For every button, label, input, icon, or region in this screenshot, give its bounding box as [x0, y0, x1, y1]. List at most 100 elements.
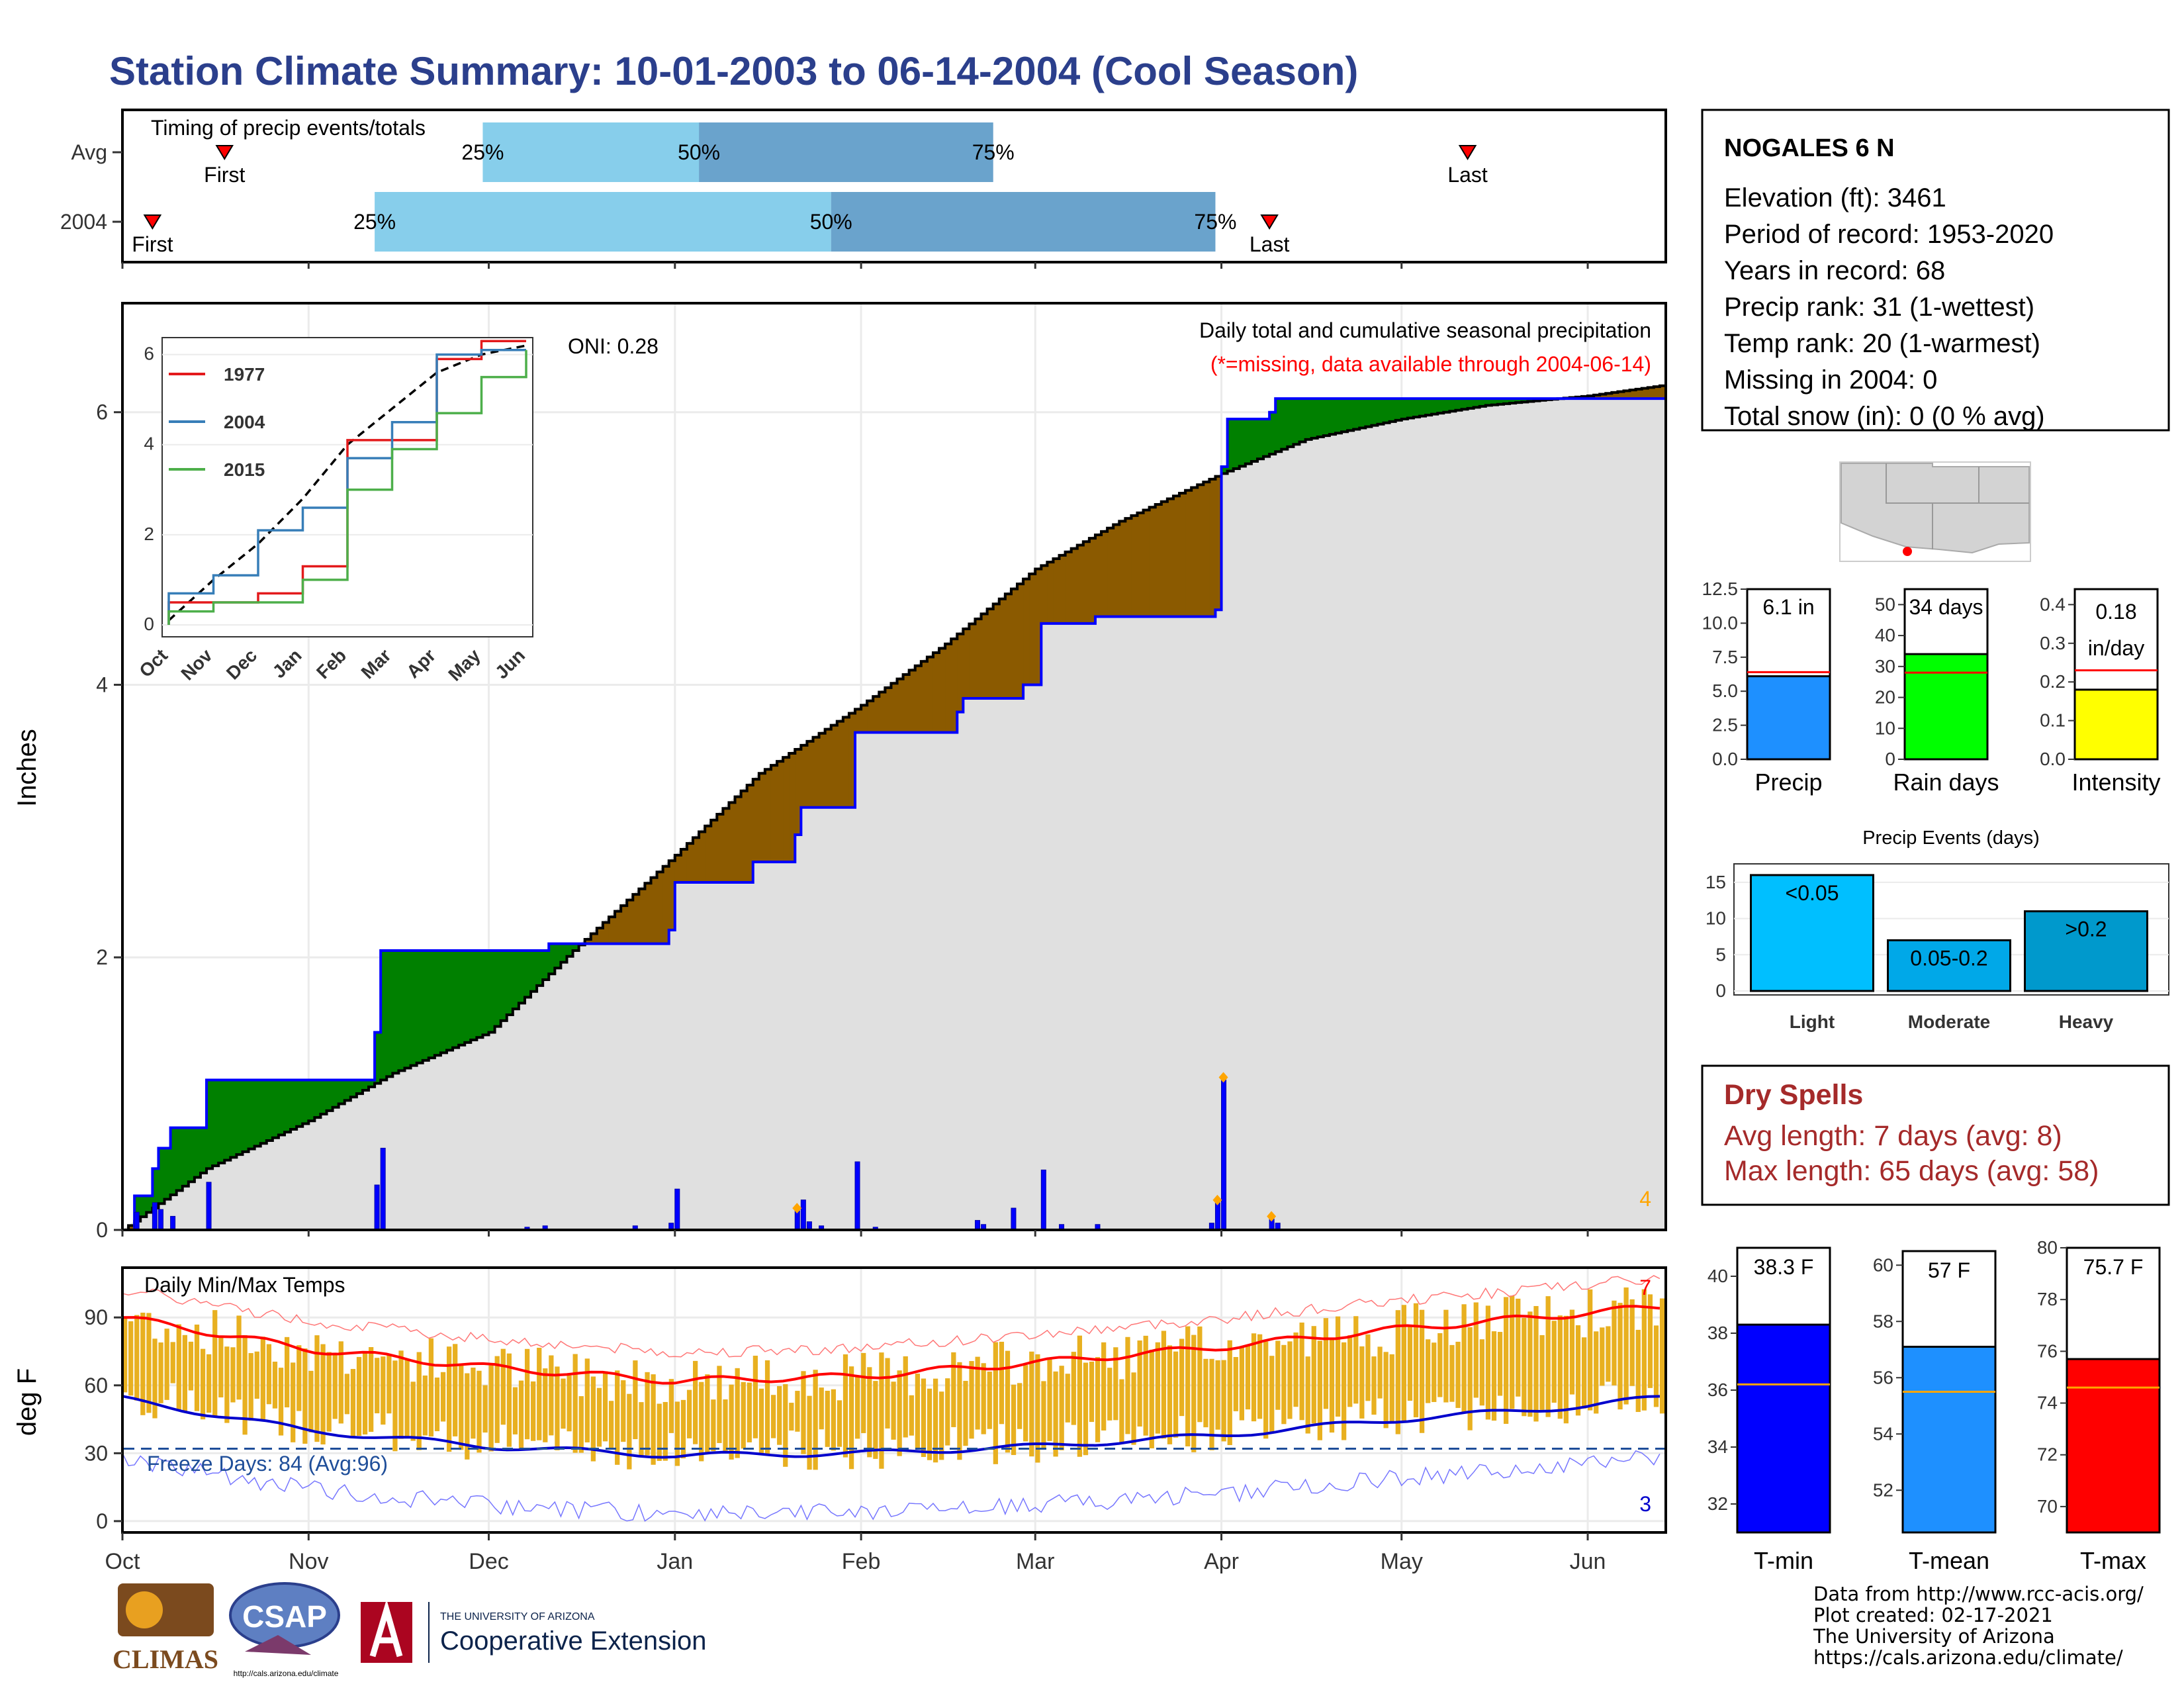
temp-y-tick-label: 0: [96, 1509, 108, 1533]
daily-temp-bar: [1041, 1381, 1046, 1450]
daily-temp-bar: [296, 1345, 302, 1411]
map-state-borders: [1886, 463, 2029, 549]
daily-temp-bar: [639, 1402, 644, 1458]
temp-bar-tick-label: 34: [1707, 1436, 1728, 1457]
temp-y-tick-label: 60: [84, 1374, 108, 1397]
above-average-fill: [1443, 399, 1450, 412]
below-average-fill: [705, 825, 711, 882]
below-average-fill: [602, 922, 610, 944]
daily-temp-bar: [404, 1358, 410, 1438]
above-average-fill: [134, 1196, 141, 1221]
below-average-fill: [813, 737, 820, 808]
events-bar: [1887, 939, 2011, 992]
timing-bar-50-75: [831, 192, 1216, 252]
temp-bar-value: [1736, 1323, 1831, 1534]
above-average-fill: [1516, 399, 1522, 403]
oni-text: ONI: 0.28: [568, 334, 659, 358]
daily-temp-bar: [651, 1374, 656, 1465]
temp-y-label: deg F: [13, 1368, 42, 1436]
daily-temp-bar: [1209, 1358, 1214, 1450]
above-average-fill: [404, 950, 412, 1068]
below-average-fill: [1023, 579, 1030, 685]
below-average-fill: [945, 643, 952, 733]
above-average-fill: [369, 1080, 375, 1087]
below-average-fill: [1047, 562, 1054, 624]
temp-panel-title: Daily Min/Max Temps: [144, 1273, 345, 1297]
below-average-fill: [657, 872, 664, 944]
precip-events-title: Precip Events (days): [1862, 827, 2040, 849]
daily-temp-bar: [1011, 1384, 1017, 1456]
daily-temp-bar: [1569, 1309, 1575, 1395]
daily-temp-bar: [543, 1368, 548, 1442]
above-average-fill: [482, 950, 490, 1035]
above-average-fill: [1455, 399, 1463, 410]
above-average-fill: [326, 1080, 334, 1111]
daily-temp-bar: [1173, 1351, 1179, 1438]
events-category: Moderate: [1908, 1011, 1990, 1032]
month-label: Nov: [289, 1549, 328, 1574]
above-average-fill: [1527, 399, 1534, 402]
daily-temp-bar: [236, 1315, 242, 1400]
daily-temp-bar: [764, 1360, 770, 1454]
daily-temp-bar: [1497, 1332, 1503, 1396]
below-average-fill: [957, 633, 964, 712]
mini-bar-tick-label: 12.5: [1702, 579, 1739, 599]
daily-temp-bar: [1281, 1344, 1287, 1425]
above-average-fill: [1437, 399, 1444, 414]
above-average-fill: [164, 1148, 171, 1199]
daily-temp-bar: [590, 1376, 596, 1462]
daily-temp-bar: [1563, 1315, 1569, 1424]
above-average-fill: [567, 943, 574, 957]
timing-first-label: First: [132, 232, 173, 256]
below-average-fill: [981, 614, 988, 699]
below-average-fill: [842, 717, 850, 808]
daily-temp-bar: [1653, 1325, 1659, 1407]
daily-temp-bar: [921, 1378, 927, 1457]
daily-temp-bar: [1504, 1297, 1509, 1424]
daily-temp-bar: [1113, 1347, 1118, 1421]
above-average-fill: [1293, 399, 1300, 445]
temp-panel: 0 30 60 90 Daily Min/Max Temps Freeze Days:…: [13, 1266, 1667, 1534]
above-average-fill: [1401, 399, 1408, 419]
below-average-fill: [680, 849, 688, 882]
daily-temp-bar: [819, 1387, 824, 1430]
above-average-fill: [188, 1127, 195, 1182]
below-average-fill: [668, 861, 676, 931]
above-average-fill: [272, 1080, 279, 1138]
daily-temp-bar: [1035, 1354, 1040, 1463]
month-label: May: [1381, 1549, 1423, 1574]
daily-temp-bar: [518, 1380, 524, 1450]
daily-temp-bar: [1263, 1341, 1269, 1439]
avg-tmin-line: [122, 1395, 1660, 1459]
below-average-fill: [789, 753, 796, 863]
station-lines: Elevation (ft): 3461 Period of record: 19…: [1724, 183, 2054, 431]
daily-temp-bar: [1641, 1289, 1647, 1411]
below-average-fill: [1173, 496, 1180, 617]
temp-bar-value: [2066, 1358, 2161, 1534]
daily-temp-bar: [1053, 1371, 1058, 1457]
timing-panel: Timing of precip events/totals Avg 25% 50%…: [60, 109, 1667, 263]
temp-bar-tick-label: 78: [2037, 1289, 2058, 1309]
mini-bar-tick-label: 2.5: [1712, 715, 1738, 735]
above-average-fill: [1389, 399, 1396, 422]
events-y-tick: 10: [1706, 908, 1726, 929]
temp-bar-tick-label: 40: [1707, 1266, 1728, 1286]
daily-temp-bar: [999, 1341, 1005, 1425]
below-average-fill: [1035, 569, 1042, 685]
below-average-fill: [1155, 504, 1162, 617]
above-average-fill: [218, 1080, 225, 1163]
temp-corner-max: 7: [1639, 1276, 1651, 1299]
below-average-fill: [1071, 548, 1078, 624]
below-average-fill: [1083, 541, 1090, 624]
below-average-fill: [993, 604, 1000, 699]
average-cumulative-area: [122, 385, 1666, 1230]
daily-temp-bar: [1491, 1331, 1497, 1421]
daily-temp-bar: [1419, 1309, 1425, 1433]
dry-spells-avg: Avg length: 7 days (avg: 8): [1724, 1120, 2062, 1152]
station-info-line: Total snow (in): 0 (0 % avg): [1724, 402, 2045, 431]
daily-temp-bar: [939, 1391, 944, 1460]
timing-50-label: 50%: [678, 140, 720, 164]
above-average-fill: [1383, 399, 1390, 423]
daily-temp-bar: [1365, 1334, 1371, 1401]
above-average-fill: [500, 950, 508, 1021]
